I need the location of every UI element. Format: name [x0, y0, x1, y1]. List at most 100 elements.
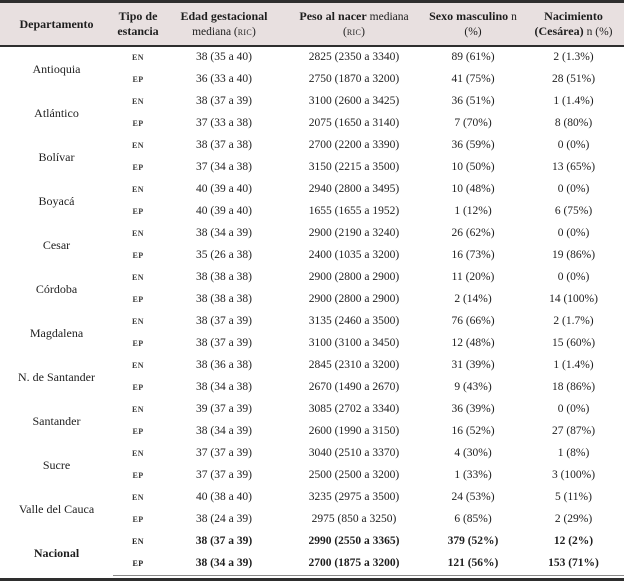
stay-type-cell: EN: [132, 273, 144, 282]
cesarean-birth-cell: 14 (100%): [549, 293, 598, 306]
stay-type-cell: EP: [132, 251, 144, 260]
stay-type-cell: EN: [132, 405, 144, 414]
department-cell: Valle del Cauca: [18, 502, 95, 516]
stay-type-cell: EN: [132, 97, 144, 106]
male-sex-cell: 2 (14%): [454, 293, 492, 306]
header-label: Departamento: [19, 16, 94, 31]
birth-weight-cell: 2700 (1875 a 3200): [285, 553, 423, 576]
cesarean-birth-cell: 8 (80%): [554, 117, 593, 130]
stay-type-cell: EN: [132, 493, 144, 502]
gestational-age-cell: 38 (37 a 39): [196, 315, 252, 328]
cesarean-birth-cell: 0 (0%): [557, 227, 590, 240]
cesarean-birth-cell: 5 (11%): [555, 491, 592, 504]
birth-weight-cell: 3150 (2215 a 3500): [308, 161, 400, 174]
stay-type-cell: EP: [132, 163, 144, 172]
table-row: Sucre EN 37 (37 a 39) 3040 (2510 a 3370) 4 (…: [0, 443, 624, 472]
gestational-age-cell: 39 (37 a 39): [196, 403, 252, 416]
cesarean-birth-cell: 13 (65%): [551, 161, 596, 174]
table-row: Atlántico EN 38 (37 a 39) 3100 (2600 a 3425…: [0, 91, 624, 120]
department-cell: N. de Santander: [18, 370, 95, 384]
col-header-nacimiento-cesarea: Nacimiento (Cesárea) n (%): [523, 3, 624, 47]
gestational-age-cell: 38 (37 a 38): [196, 139, 252, 152]
table-row: EP 38 (38 a 38) 2900 (2800 a 2900) 2 (14%) 1…: [0, 289, 624, 311]
table-row: N. de Santander EN 38 (36 a 38) 2845 (2310 …: [0, 355, 624, 384]
male-sex-cell: 9 (43%): [454, 381, 492, 394]
table-row: Cesar EN 38 (34 a 39) 2900 (2190 a 3240) 26 …: [0, 223, 624, 252]
cesarean-birth-cell: 0 (0%): [557, 183, 590, 196]
departments-statistics-table: Departamento Tipo de estancia Edad gesta…: [0, 3, 624, 576]
cesarean-birth-cell: 19 (86%): [551, 249, 596, 262]
gestational-age-cell: 38 (37 a 39): [195, 535, 253, 548]
male-sex-cell: 7 (70%): [454, 117, 492, 130]
gestational-age-cell: 38 (35 a 40): [196, 51, 252, 64]
male-sex-cell: 26 (62%): [451, 227, 495, 240]
birth-weight-cell: 2670 (1490 a 2670): [308, 381, 400, 394]
birth-weight-cell: 2900 (2800 a 2900): [308, 293, 400, 306]
department-cell: Magdalena: [29, 326, 84, 340]
birth-weight-cell: 3085 (2702 a 3340): [308, 403, 400, 416]
table-header: Departamento Tipo de estancia Edad gesta…: [0, 3, 624, 47]
gestational-age-cell: 38 (24 a 39): [196, 513, 252, 526]
header-ric-smallcaps: RIC: [346, 28, 362, 37]
header-sublabel: ): [252, 25, 256, 38]
cesarean-birth-cell: 6 (75%): [554, 205, 593, 218]
table-row: Antioquia EN 38 (35 a 40) 2825 (2350 a 3340…: [0, 46, 624, 76]
stay-type-cell: EN: [132, 141, 144, 150]
table-row: Bolívar EN 38 (37 a 38) 2700 (2200 a 3390) 3…: [0, 135, 624, 164]
header-sublabel: n (%): [586, 25, 613, 38]
birth-weight-cell: 2075 (1650 a 3140): [308, 117, 400, 130]
male-sex-cell: 16 (52%): [451, 425, 495, 438]
cesarean-birth-cell: 3 (100%): [551, 469, 596, 482]
cesarean-birth-cell: 12 (2%): [553, 535, 594, 548]
gestational-age-cell: 40 (38 a 40): [196, 491, 252, 504]
header-sublabel: mediana (: [192, 25, 238, 38]
birth-weight-cell: 3040 (2510 a 3370): [308, 447, 400, 460]
stay-type-cell: EN: [132, 361, 144, 370]
department-cell: Atlántico: [34, 106, 79, 120]
birth-weight-cell: 2990 (2550 a 3365): [308, 535, 400, 548]
birth-weight-cell: 2700 (2200 a 3390): [308, 139, 400, 152]
department-cell: Boyacá: [38, 194, 75, 208]
male-sex-cell: 36 (59%): [451, 139, 495, 152]
cesarean-birth-cell: 1 (8%): [557, 447, 590, 460]
table-body: Antioquia EN 38 (35 a 40) 2825 (2350 a 3340…: [0, 46, 624, 576]
col-header-departamento: Departamento: [0, 3, 113, 47]
gestational-age-cell: 38 (34 a 38): [196, 381, 252, 394]
gestational-age-cell: 36 (33 a 40): [196, 73, 252, 86]
col-header-sexo-masculino: Sexo masculino n (%): [423, 3, 523, 47]
header-sublabel: n (%): [464, 10, 517, 38]
gestational-age-cell: 38 (38 a 38): [196, 271, 252, 284]
gestational-age-cell: 37 (37 a 39): [196, 447, 252, 460]
birth-weight-cell: 2825 (2350 a 3340): [308, 51, 400, 64]
stay-type-cell: EP: [132, 383, 144, 392]
col-header-edad-gestacional: Edad gestacional mediana (RIC): [163, 3, 285, 47]
header-ric-smallcaps: RIC: [237, 27, 253, 37]
table-row: EP 40 (39 a 40) 1655 (1655 a 1952) 1 (12%) 6…: [0, 201, 624, 223]
stay-type-cell: EP: [132, 295, 144, 304]
gestational-age-cell: 38 (36 a 38): [196, 359, 252, 372]
header-row: Departamento Tipo de estancia Edad gesta…: [0, 3, 624, 47]
birth-weight-cell: 3100 (2600 a 3425): [308, 95, 400, 108]
cesarean-birth-cell: 2 (29%): [554, 513, 593, 526]
male-sex-cell: 379 (52%): [447, 535, 499, 548]
birth-weight-cell: 3235 (2975 a 3500): [308, 491, 400, 504]
gestational-age-cell: 38 (34 a 39): [196, 227, 252, 240]
birth-weight-cell: 2400 (1035 a 3200): [308, 249, 400, 262]
birth-weight-cell: 2975 (850 a 3250): [311, 513, 397, 526]
table-row: Magdalena EN 38 (37 a 39) 3135 (2460 a 3500…: [0, 311, 624, 340]
male-sex-cell: 89 (61%): [451, 51, 495, 64]
table-row: EP 35 (26 a 38) 2400 (1035 a 3200) 16 (73%)…: [0, 245, 624, 267]
male-sex-cell: 11 (20%): [451, 271, 495, 284]
gestational-age-cell: 37 (33 a 38): [196, 117, 252, 130]
male-sex-cell: 121 (56%): [423, 553, 523, 576]
gestational-age-cell: 40 (39 a 40): [196, 183, 252, 196]
cesarean-birth-cell: 0 (0%): [557, 139, 590, 152]
table-row: Córdoba EN 38 (38 a 38) 2900 (2800 a 2900) 1…: [0, 267, 624, 296]
table-row: EP 36 (33 a 40) 2750 (1870 a 3200) 41 (75%)…: [0, 69, 624, 91]
cesarean-birth-cell: 1 (1.4%): [553, 359, 594, 372]
header-label: Peso al nacer: [299, 8, 367, 23]
male-sex-cell: 6 (85%): [454, 513, 492, 526]
table-row: Boyacá EN 40 (39 a 40) 2940 (2800 a 3495) 10…: [0, 179, 624, 208]
header-label: Tipo de estancia: [117, 9, 159, 38]
birth-weight-cell: 2845 (2310 a 3200): [308, 359, 400, 372]
